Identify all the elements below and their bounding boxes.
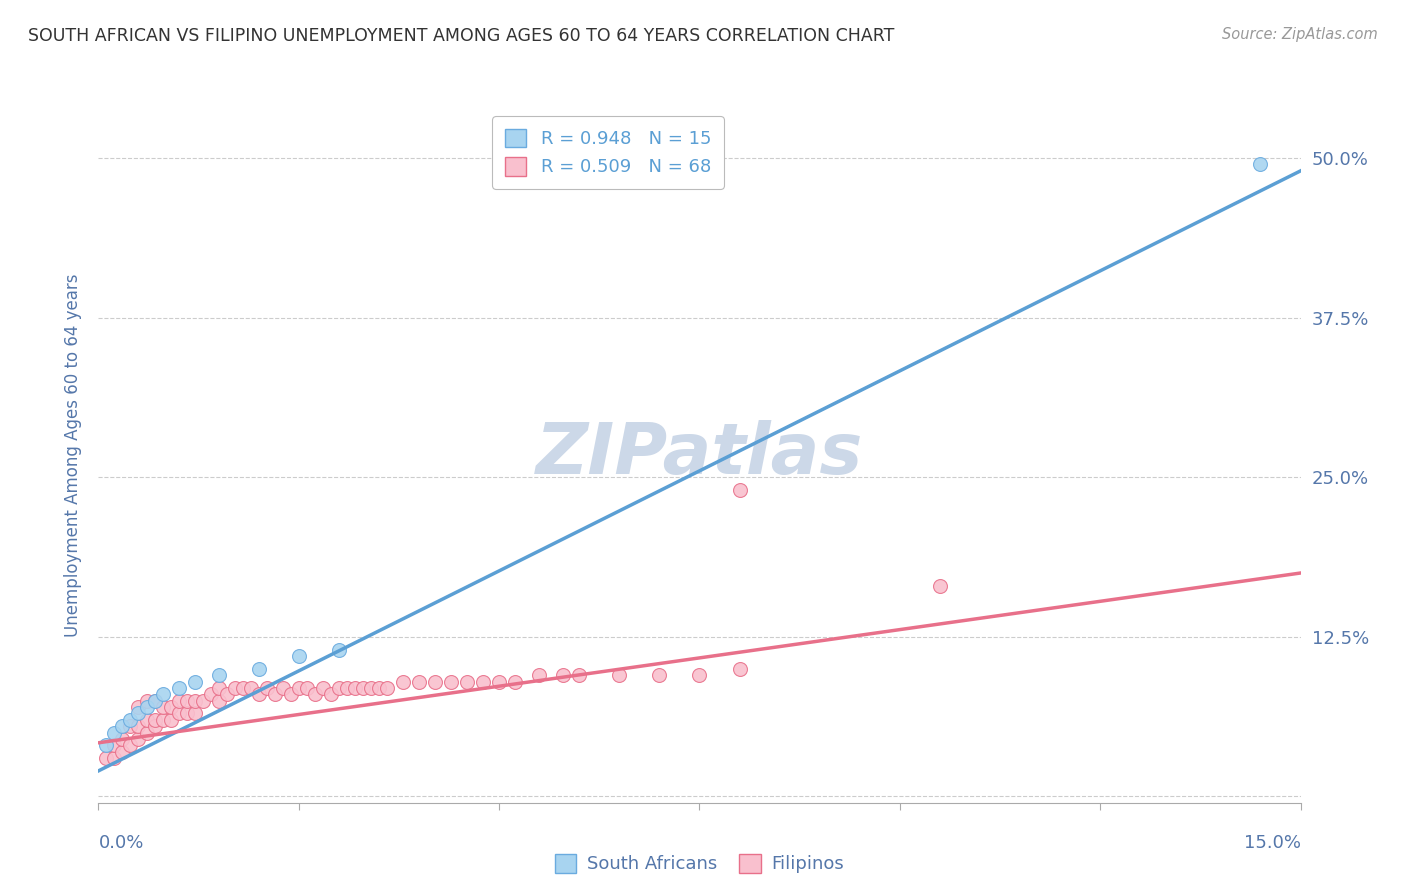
Point bbox=[929, 579, 952, 593]
Point bbox=[256, 681, 278, 695]
Point bbox=[215, 687, 238, 701]
Point bbox=[312, 681, 335, 695]
Point bbox=[143, 694, 166, 708]
Point bbox=[529, 668, 551, 682]
Point bbox=[128, 731, 150, 746]
Point bbox=[152, 687, 174, 701]
Point bbox=[728, 662, 751, 676]
Point bbox=[392, 674, 415, 689]
Point bbox=[456, 674, 478, 689]
Point bbox=[96, 751, 118, 765]
Point bbox=[167, 706, 190, 721]
Point bbox=[343, 681, 366, 695]
Point bbox=[271, 681, 294, 695]
Point bbox=[135, 725, 157, 739]
Point bbox=[128, 706, 150, 721]
Point bbox=[728, 483, 751, 497]
Point bbox=[135, 713, 157, 727]
Point bbox=[135, 694, 157, 708]
Point bbox=[247, 662, 270, 676]
Point bbox=[232, 681, 254, 695]
Point bbox=[208, 668, 231, 682]
Point bbox=[152, 713, 174, 727]
Point bbox=[1250, 157, 1272, 171]
Point bbox=[183, 674, 205, 689]
Point bbox=[328, 642, 350, 657]
Point bbox=[488, 674, 510, 689]
Point bbox=[103, 751, 125, 765]
Point bbox=[247, 687, 270, 701]
Point bbox=[288, 681, 311, 695]
Point bbox=[208, 681, 231, 695]
Point bbox=[191, 694, 214, 708]
Point bbox=[128, 719, 150, 733]
Text: Source: ZipAtlas.com: Source: ZipAtlas.com bbox=[1222, 27, 1378, 42]
Point bbox=[423, 674, 446, 689]
Point bbox=[111, 731, 134, 746]
Point bbox=[368, 681, 391, 695]
Legend: South Africans, Filipinos: South Africans, Filipinos bbox=[544, 843, 855, 884]
Point bbox=[200, 687, 222, 701]
Point bbox=[360, 681, 382, 695]
Point bbox=[319, 687, 342, 701]
Text: 0.0%: 0.0% bbox=[98, 834, 143, 852]
Point bbox=[120, 739, 142, 753]
Point bbox=[503, 674, 526, 689]
Point bbox=[111, 745, 134, 759]
Point bbox=[280, 687, 302, 701]
Point bbox=[336, 681, 359, 695]
Y-axis label: Unemployment Among Ages 60 to 64 years: Unemployment Among Ages 60 to 64 years bbox=[63, 273, 82, 637]
Point bbox=[120, 713, 142, 727]
Point bbox=[167, 694, 190, 708]
Point bbox=[568, 668, 591, 682]
Point bbox=[472, 674, 495, 689]
Point bbox=[648, 668, 671, 682]
Point bbox=[304, 687, 326, 701]
Point bbox=[152, 700, 174, 714]
Point bbox=[143, 713, 166, 727]
Point bbox=[159, 713, 181, 727]
Point bbox=[96, 739, 118, 753]
Point bbox=[183, 706, 205, 721]
Point bbox=[103, 739, 125, 753]
Point bbox=[440, 674, 463, 689]
Point bbox=[408, 674, 430, 689]
Point bbox=[352, 681, 374, 695]
Point bbox=[375, 681, 398, 695]
Point bbox=[609, 668, 631, 682]
Point bbox=[176, 706, 198, 721]
Point bbox=[103, 725, 125, 739]
Point bbox=[167, 681, 190, 695]
Point bbox=[143, 694, 166, 708]
Text: SOUTH AFRICAN VS FILIPINO UNEMPLOYMENT AMONG AGES 60 TO 64 YEARS CORRELATION CHA: SOUTH AFRICAN VS FILIPINO UNEMPLOYMENT A… bbox=[28, 27, 894, 45]
Point bbox=[208, 694, 231, 708]
Point bbox=[128, 700, 150, 714]
Point bbox=[159, 700, 181, 714]
Point bbox=[263, 687, 285, 701]
Point bbox=[224, 681, 246, 695]
Point bbox=[553, 668, 575, 682]
Point bbox=[295, 681, 318, 695]
Text: ZIPatlas: ZIPatlas bbox=[536, 420, 863, 490]
Point bbox=[288, 648, 311, 663]
Point bbox=[176, 694, 198, 708]
Point bbox=[120, 719, 142, 733]
Point bbox=[239, 681, 262, 695]
Point bbox=[688, 668, 710, 682]
Point bbox=[111, 719, 134, 733]
Point bbox=[143, 719, 166, 733]
Point bbox=[328, 681, 350, 695]
Point bbox=[183, 694, 205, 708]
Point bbox=[135, 700, 157, 714]
Text: 15.0%: 15.0% bbox=[1243, 834, 1301, 852]
